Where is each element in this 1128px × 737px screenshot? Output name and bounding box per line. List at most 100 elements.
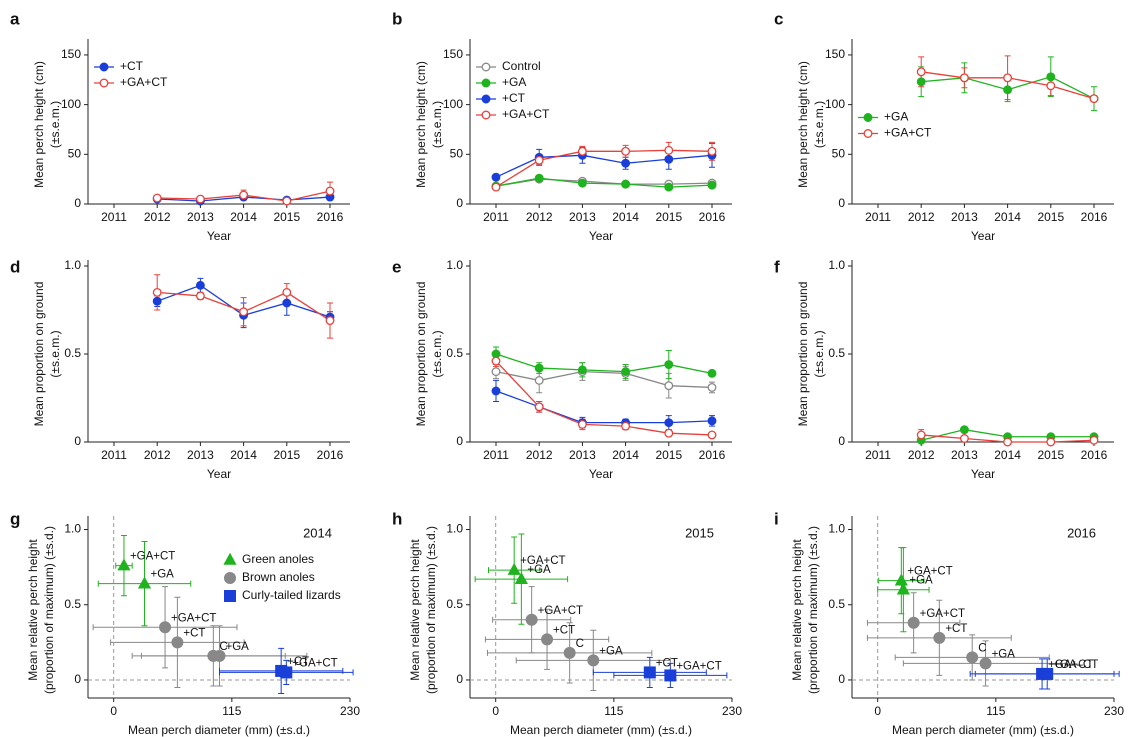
x-tick-label: 2011 bbox=[865, 448, 891, 462]
x-tick-label: 2015 bbox=[655, 210, 682, 224]
data-point bbox=[153, 194, 161, 202]
y-tick-label: 0.5 bbox=[64, 346, 81, 360]
y-axis-label: Mean proportion on ground bbox=[796, 282, 810, 427]
panel-label: i bbox=[774, 509, 779, 528]
x-tick-label: 2016 bbox=[1081, 448, 1108, 462]
x-tick-label: 2014 bbox=[230, 448, 257, 462]
x-tick-label: 2011 bbox=[483, 448, 509, 462]
y-axis-label: (proportion of maximum) (±s.d.) bbox=[424, 526, 438, 694]
data-point bbox=[1090, 436, 1098, 444]
data-point bbox=[579, 421, 587, 429]
legend-marker bbox=[224, 572, 236, 584]
x-tick-label: 2014 bbox=[612, 210, 639, 224]
data-point bbox=[1047, 73, 1055, 81]
legend-marker bbox=[864, 130, 872, 138]
data-point bbox=[492, 183, 500, 191]
y-tick-label: 50 bbox=[832, 146, 846, 160]
x-tick-label: 2014 bbox=[612, 448, 639, 462]
x-tick-label: 0 bbox=[110, 704, 117, 718]
legend-marker bbox=[482, 95, 490, 103]
point-label: +GA bbox=[599, 645, 623, 657]
data-point bbox=[541, 633, 553, 645]
y-tick-label: 50 bbox=[450, 146, 464, 160]
x-tick-label: 2013 bbox=[187, 210, 214, 224]
x-tick-label: 2013 bbox=[569, 448, 596, 462]
x-tick-label: 230 bbox=[722, 704, 742, 718]
panel-label: a bbox=[10, 9, 20, 28]
data-point bbox=[564, 647, 576, 659]
data-point bbox=[280, 666, 292, 678]
data-point bbox=[665, 147, 673, 155]
legend-marker bbox=[864, 114, 872, 122]
data-point bbox=[153, 289, 161, 297]
x-tick-label: 2011 bbox=[483, 210, 509, 224]
x-tick-label: 2016 bbox=[699, 210, 726, 224]
x-tick-label: 230 bbox=[1104, 704, 1124, 718]
y-tick-label: 0 bbox=[74, 196, 81, 210]
data-point bbox=[579, 148, 587, 156]
y-axis-label: Mean relative perch height bbox=[26, 539, 40, 681]
data-point bbox=[644, 666, 656, 678]
x-tick-label: 2015 bbox=[273, 210, 300, 224]
x-axis-label: Mean perch diameter (mm) (±s.d.) bbox=[510, 723, 692, 737]
y-tick-label: 150 bbox=[443, 47, 463, 61]
panel-label: d bbox=[10, 257, 20, 276]
x-tick-label: 2015 bbox=[1037, 448, 1064, 462]
data-point bbox=[917, 431, 925, 439]
x-tick-label: 2016 bbox=[1081, 210, 1108, 224]
figure: aMean perch height (cm)(±s.e.m.)Year0501… bbox=[0, 0, 1128, 737]
x-tick-label: 2016 bbox=[699, 448, 726, 462]
x-tick-label: 2014 bbox=[994, 210, 1021, 224]
point-label: +CT bbox=[553, 624, 575, 636]
x-tick-label: 2012 bbox=[144, 448, 171, 462]
x-tick-label: 2011 bbox=[101, 448, 127, 462]
data-point bbox=[326, 317, 334, 325]
y-tick-label: 0 bbox=[838, 196, 845, 210]
data-point bbox=[535, 403, 543, 411]
data-point bbox=[1004, 86, 1012, 94]
y-tick-label: 0 bbox=[456, 434, 463, 448]
y-tick-label: 0.5 bbox=[64, 597, 81, 611]
data-point bbox=[665, 419, 673, 427]
y-axis-label: (proportion of maximum) (±s.d.) bbox=[806, 526, 820, 694]
y-tick-label: 0 bbox=[838, 672, 845, 686]
legend-marker bbox=[100, 63, 108, 71]
legend-label: +GA bbox=[884, 110, 908, 124]
point-label: +CT bbox=[183, 627, 205, 639]
panel-label: f bbox=[774, 257, 780, 276]
data-point bbox=[1041, 668, 1053, 680]
data-point bbox=[535, 156, 543, 164]
y-tick-label: 50 bbox=[68, 146, 82, 160]
x-tick-label: 115 bbox=[222, 704, 241, 718]
data-point bbox=[961, 74, 969, 82]
point-label: +GA bbox=[992, 648, 1016, 660]
x-tick-label: 2013 bbox=[569, 210, 596, 224]
data-point bbox=[587, 654, 599, 666]
x-tick-label: 2012 bbox=[526, 448, 553, 462]
y-axis-label: Mean relative perch height bbox=[790, 539, 804, 681]
x-tick-label: 0 bbox=[874, 704, 881, 718]
panel-label: h bbox=[392, 509, 402, 528]
legend-marker bbox=[482, 79, 490, 87]
legend-label: +CT bbox=[502, 91, 526, 105]
data-point bbox=[492, 173, 500, 181]
data-point bbox=[492, 357, 500, 365]
data-point bbox=[326, 187, 334, 195]
x-tick-label: 115 bbox=[604, 704, 623, 718]
data-point bbox=[508, 563, 521, 575]
x-tick-label: 2015 bbox=[273, 448, 300, 462]
series-line bbox=[496, 372, 712, 388]
data-point bbox=[197, 292, 205, 300]
page: aMean perch height (cm)(±s.e.m.)Year0501… bbox=[0, 0, 1128, 737]
y-axis-label: (±s.e.m.) bbox=[430, 330, 444, 377]
data-point bbox=[579, 366, 587, 374]
panel-label: g bbox=[10, 509, 20, 528]
x-axis-label: Year bbox=[207, 467, 231, 481]
y-tick-label: 0 bbox=[456, 196, 463, 210]
x-tick-label: 2016 bbox=[317, 448, 344, 462]
y-tick-label: 0 bbox=[74, 672, 81, 686]
data-point bbox=[579, 179, 587, 187]
y-tick-label: 100 bbox=[61, 97, 81, 111]
legend-marker bbox=[482, 63, 490, 71]
x-tick-label: 2011 bbox=[101, 210, 127, 224]
